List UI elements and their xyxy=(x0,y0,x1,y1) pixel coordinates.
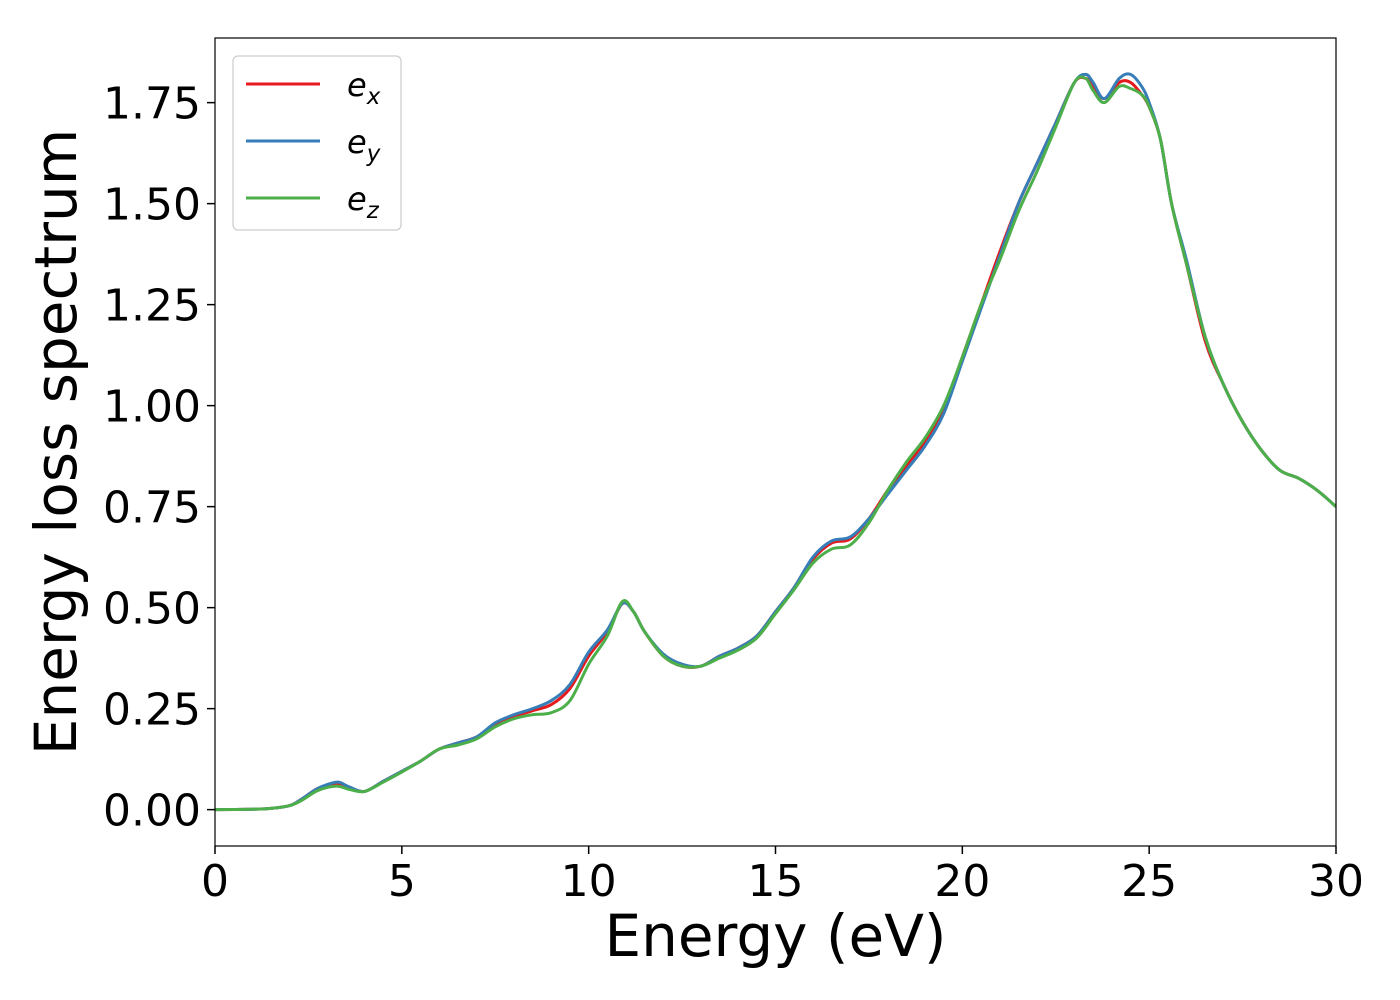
x-tick-label: 15 xyxy=(748,856,804,907)
y-tick-label: 1.00 xyxy=(103,382,201,433)
x-axis-title: Energy (eV) xyxy=(604,902,946,970)
x-tick-label: 5 xyxy=(388,856,416,907)
legend-label: ez xyxy=(347,180,380,224)
y-tick-label: 0.75 xyxy=(103,483,201,534)
y-tick-label: 0.50 xyxy=(103,584,201,635)
x-axis-ticks: 0 5 10 15 20 25 30 xyxy=(201,846,1364,907)
y-tick-label: 1.25 xyxy=(103,281,201,332)
legend-label: ex xyxy=(347,66,381,110)
legend-box xyxy=(232,55,402,231)
x-tick-label: 25 xyxy=(1121,856,1177,907)
y-tick-label: 1.50 xyxy=(103,180,201,231)
y-axis-ticks: 0.00 0.25 0.50 0.75 1.00 1.25 1.50 1.75 xyxy=(103,79,215,837)
y-tick-label: 1.75 xyxy=(103,79,201,130)
y-tick-label: 0.00 xyxy=(103,786,201,837)
legend-label: ey xyxy=(347,123,381,167)
y-tick-label: 0.25 xyxy=(103,685,201,736)
x-tick-label: 30 xyxy=(1308,856,1364,907)
y-axis-title: Energy loss spectrum xyxy=(22,129,90,755)
series-line-e-z xyxy=(215,75,1336,812)
series-layer xyxy=(215,72,1336,812)
x-tick-label: 0 xyxy=(201,856,229,907)
x-tick-label: 20 xyxy=(934,856,990,907)
legend: ex ey ez xyxy=(232,55,402,231)
x-tick-label: 10 xyxy=(561,856,617,907)
